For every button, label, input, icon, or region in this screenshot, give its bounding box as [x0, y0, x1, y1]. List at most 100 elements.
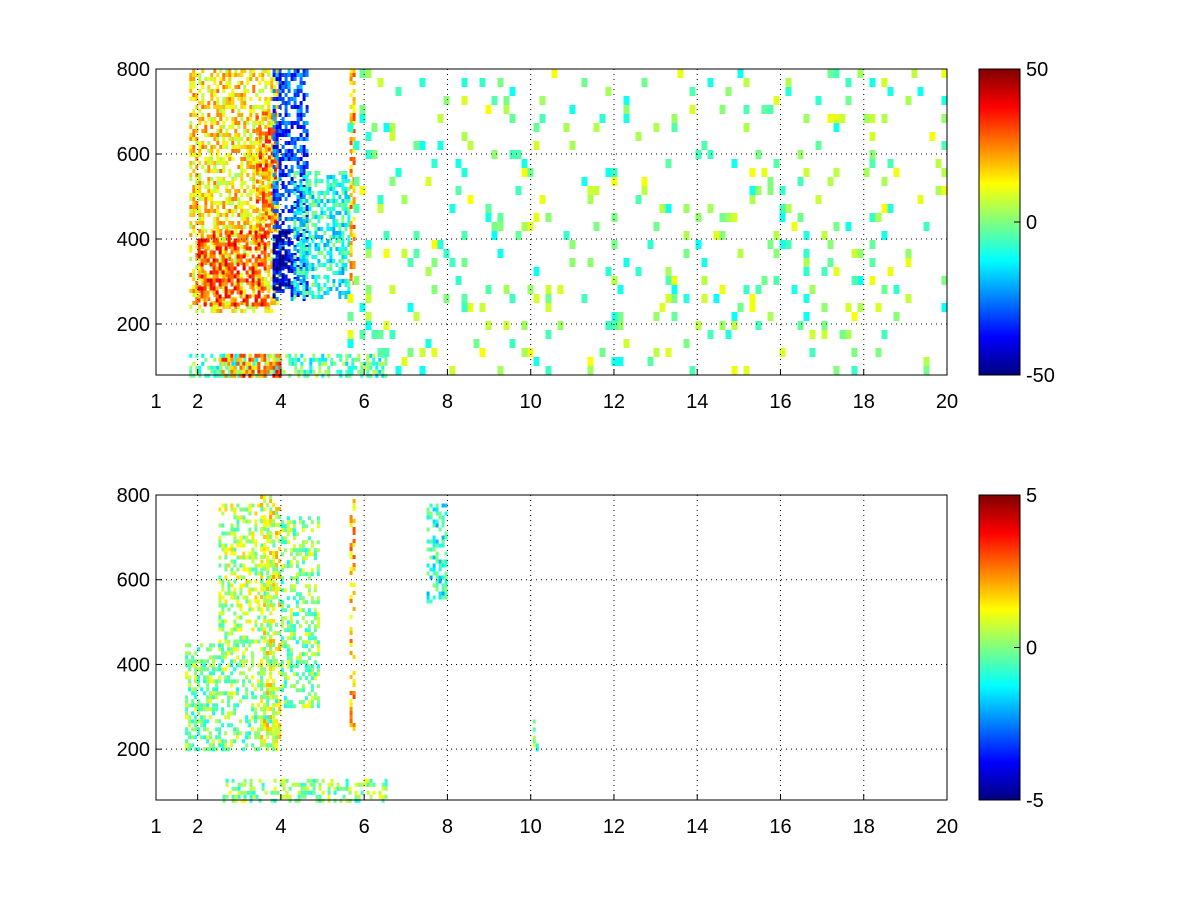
heatmap-cell	[653, 222, 660, 231]
heatmap-cell	[593, 186, 600, 195]
heatmap-cell	[281, 233, 285, 237]
heatmap-cell	[252, 165, 256, 169]
heatmap-cell	[221, 659, 225, 664]
heatmap-cell	[381, 365, 385, 370]
heatmap-cell	[407, 303, 414, 312]
heatmap-cell	[188, 663, 192, 668]
heatmap-cell	[311, 211, 315, 215]
heatmap-cell	[312, 782, 316, 787]
heatmap-cell	[545, 330, 552, 339]
heatmap-cell	[255, 373, 259, 378]
heatmap-cell	[203, 747, 207, 752]
heatmap-cell	[323, 211, 327, 215]
heatmap-cell	[303, 782, 307, 787]
heatmap-cell	[230, 262, 234, 267]
heatmap-cell	[216, 305, 220, 309]
heatmap-cell	[197, 659, 201, 664]
heatmap-cell	[316, 616, 320, 621]
heatmap-cell	[200, 703, 204, 708]
heatmap-cell	[371, 150, 378, 159]
heatmap-cell	[318, 361, 322, 366]
heatmap-cell	[455, 159, 462, 168]
heatmap-cell	[284, 129, 288, 133]
heatmap-cell	[189, 225, 193, 229]
heatmap-cell	[200, 290, 204, 295]
heatmap-cell	[245, 579, 249, 584]
heatmap-cell	[224, 651, 228, 656]
heatmap-cell	[307, 572, 311, 577]
heatmap-cell	[222, 225, 226, 229]
colorbar-tick-label: 0	[1026, 212, 1037, 234]
heatmap-cell	[248, 619, 252, 624]
heatmap-cell	[349, 707, 353, 711]
heatmap-cell	[287, 81, 291, 85]
heatmap-cell	[587, 258, 594, 267]
heatmap-cell	[307, 584, 311, 589]
heatmap-cell	[252, 309, 256, 313]
heatmap-cell	[296, 293, 300, 297]
heatmap-cell	[308, 263, 312, 267]
heatmap-cell	[287, 85, 291, 89]
heatmap-cell	[210, 189, 214, 193]
heatmap-cell	[230, 663, 234, 668]
heatmap-cell	[251, 551, 255, 556]
heatmap-cell	[286, 644, 290, 649]
heatmap-cell	[731, 366, 738, 375]
heatmap-cell	[267, 309, 271, 313]
heatmap-cell	[252, 209, 256, 213]
heatmap-cell	[242, 663, 246, 668]
heatmap-cell	[304, 644, 308, 649]
heatmap-cell	[237, 73, 241, 77]
heatmap-cell	[338, 171, 342, 175]
heatmap-cell	[267, 127, 271, 132]
heatmap-cell	[230, 547, 234, 552]
heatmap-cell	[497, 213, 504, 222]
heatmap-cell	[308, 195, 312, 199]
heatmap-cell	[286, 520, 290, 525]
heatmap-cell	[261, 227, 265, 232]
heatmap-cell	[234, 69, 238, 73]
heatmap-cell	[296, 89, 300, 93]
heatmap-cell	[302, 129, 306, 133]
heatmap-cell	[198, 177, 202, 181]
heatmap-cell	[278, 663, 282, 667]
heatmap-cell	[289, 608, 293, 613]
heatmap-cell	[197, 647, 201, 652]
heatmap-cell	[275, 125, 279, 129]
heatmap-cell	[230, 739, 234, 744]
heatmap-cell	[270, 219, 274, 224]
heatmap-cell	[269, 495, 273, 499]
heatmap-cell	[323, 247, 327, 251]
heatmap-cell	[212, 687, 216, 692]
heatmap-cell	[267, 101, 271, 105]
heatmap-cell	[413, 249, 420, 258]
heatmap-cell	[261, 191, 265, 196]
heatmap-cell	[218, 643, 222, 648]
heatmap-cell	[441, 591, 445, 596]
heatmap-cell	[289, 584, 293, 589]
heatmap-cell	[233, 539, 237, 544]
heatmap-cell	[310, 528, 314, 533]
heatmap-cell	[299, 183, 303, 187]
heatmap-cell	[307, 552, 311, 557]
heatmap-cell	[326, 251, 330, 255]
heatmap-cell	[198, 277, 202, 281]
heatmap-cell	[272, 274, 276, 279]
heatmap-cell	[209, 699, 213, 704]
heatmap-cell	[287, 149, 291, 153]
heatmap-cell	[242, 563, 246, 568]
heatmap-cell	[219, 257, 223, 261]
heatmap-cell	[719, 105, 726, 114]
heatmap-cell	[372, 782, 376, 787]
heatmap-cell	[209, 282, 213, 287]
heatmap-cell	[352, 683, 356, 687]
heatmap-cell	[249, 269, 253, 273]
heatmap-cell	[228, 790, 232, 795]
heatmap-cell	[329, 227, 333, 231]
heatmap-cell	[349, 273, 353, 277]
heatmap-cell	[326, 275, 330, 279]
heatmap-cell	[272, 286, 276, 291]
heatmap-cell	[222, 125, 226, 129]
heatmap-cell	[314, 279, 318, 283]
heatmap-cell	[839, 114, 846, 123]
